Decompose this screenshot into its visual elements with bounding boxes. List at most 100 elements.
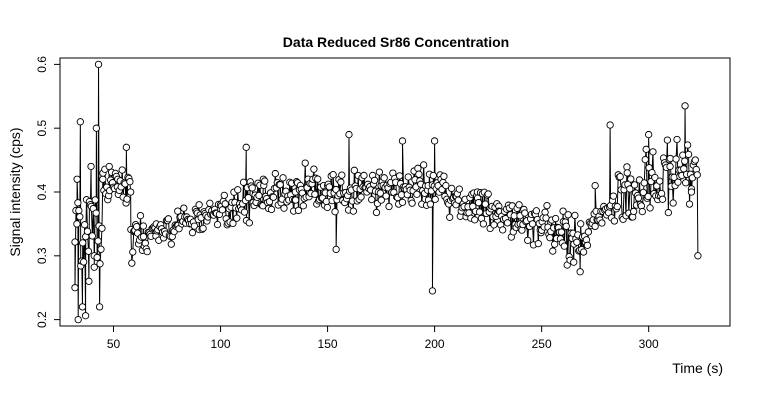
x-tick-label: 250 xyxy=(532,337,552,351)
data-point xyxy=(564,211,572,219)
data-point xyxy=(357,193,365,201)
data-point xyxy=(683,141,692,149)
series-line xyxy=(74,64,699,320)
data-point xyxy=(195,201,203,209)
data-point xyxy=(375,168,384,176)
data-point xyxy=(641,155,649,164)
data-point xyxy=(430,137,439,145)
data-point xyxy=(229,219,237,228)
data-point xyxy=(248,184,256,192)
data-point xyxy=(682,179,690,187)
data-point xyxy=(85,277,93,285)
data-point xyxy=(649,148,657,156)
data-point xyxy=(431,195,439,203)
data-point xyxy=(616,172,624,181)
data-point xyxy=(88,232,96,240)
data-point xyxy=(267,205,276,214)
data-point xyxy=(180,204,188,212)
x-tick-label: 200 xyxy=(425,337,445,351)
data-point xyxy=(455,185,463,193)
data-point xyxy=(630,207,638,216)
x-tick-label: 150 xyxy=(318,337,338,351)
data-point xyxy=(656,177,664,185)
data-point xyxy=(426,200,435,208)
data-point xyxy=(143,247,151,256)
x-axis-label: Time (s) xyxy=(672,360,723,376)
data-point xyxy=(440,172,448,180)
data-point xyxy=(532,207,541,215)
data-point xyxy=(382,192,390,200)
data-point xyxy=(98,224,106,232)
data-point xyxy=(233,214,241,222)
data-point xyxy=(610,217,619,225)
data-point xyxy=(680,165,688,173)
data-point xyxy=(261,177,269,185)
data-point xyxy=(623,163,631,171)
data-point xyxy=(549,247,557,255)
data-point xyxy=(560,242,568,250)
data-point xyxy=(673,135,681,144)
data-point xyxy=(577,220,585,228)
data-point xyxy=(642,145,650,153)
data-point xyxy=(126,178,134,186)
data-point xyxy=(95,303,104,311)
data-point xyxy=(691,156,699,164)
data-point xyxy=(122,143,131,151)
y-tick-label: 0.3 xyxy=(35,247,49,264)
data-point xyxy=(413,190,421,198)
data-point xyxy=(420,161,428,169)
data-point xyxy=(664,208,672,217)
data-point xyxy=(94,237,102,245)
data-point xyxy=(301,159,309,167)
data-point xyxy=(623,169,631,177)
data-point xyxy=(591,222,599,231)
data-point xyxy=(76,118,84,126)
data-point xyxy=(693,171,701,179)
series-points xyxy=(71,60,702,324)
data-point xyxy=(543,201,551,210)
data-point xyxy=(570,258,578,266)
data-point xyxy=(546,234,554,242)
data-point xyxy=(221,200,229,208)
data-point xyxy=(332,245,340,254)
data-point xyxy=(598,219,606,227)
data-point xyxy=(80,221,89,229)
data-point xyxy=(164,215,173,223)
data-point xyxy=(428,287,437,295)
data-point xyxy=(314,175,322,183)
data-point xyxy=(681,102,689,110)
data-point xyxy=(380,174,388,182)
data-point xyxy=(294,206,303,215)
data-point xyxy=(218,206,227,214)
data-point xyxy=(345,130,353,139)
data-point xyxy=(71,238,79,246)
data-point xyxy=(299,202,307,210)
data-point xyxy=(372,208,381,217)
data-point xyxy=(93,253,101,262)
data-point xyxy=(490,221,498,229)
data-point xyxy=(408,199,416,207)
data-point xyxy=(234,186,242,194)
y-axis-label: Signal intensity (cps) xyxy=(7,127,23,256)
data-point xyxy=(73,220,81,228)
data-point xyxy=(76,213,84,221)
data-point xyxy=(123,195,131,203)
data-point xyxy=(280,204,288,212)
data-point xyxy=(639,188,647,197)
data-point xyxy=(442,181,450,190)
data-point xyxy=(71,284,79,292)
data-point xyxy=(591,181,599,190)
data-point xyxy=(609,192,618,200)
data-point xyxy=(94,60,103,69)
data-point xyxy=(429,171,437,180)
x-axis: 50 100 150 200 250 300 xyxy=(107,326,659,351)
data-point xyxy=(139,233,148,241)
data-point xyxy=(552,214,560,223)
data-point xyxy=(398,198,407,206)
data-point xyxy=(576,268,584,276)
data-point xyxy=(83,227,92,235)
data-point xyxy=(672,155,680,163)
y-tick-label: 0.2 xyxy=(35,311,49,328)
y-tick-label: 0.6 xyxy=(35,56,49,73)
